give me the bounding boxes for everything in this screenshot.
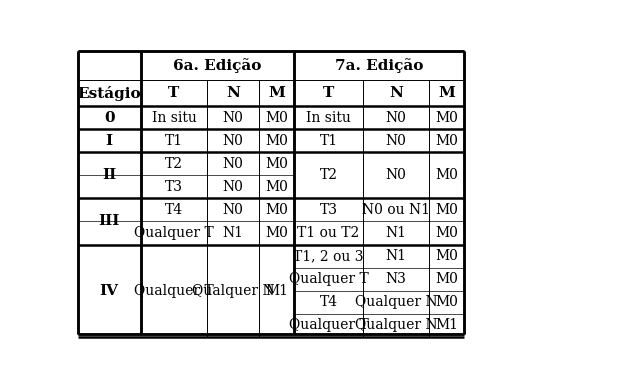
- Text: M0: M0: [265, 226, 288, 240]
- Text: Qualquer T: Qualquer T: [134, 226, 214, 240]
- Text: T: T: [323, 86, 334, 100]
- Text: T4: T4: [320, 295, 338, 309]
- Text: Qualquer T: Qualquer T: [134, 283, 214, 298]
- Text: M0: M0: [435, 111, 458, 125]
- Text: Qualquer T: Qualquer T: [288, 272, 368, 286]
- Text: M0: M0: [435, 272, 458, 286]
- Text: Qualquer N: Qualquer N: [354, 318, 437, 332]
- Text: N0: N0: [386, 111, 406, 125]
- Text: M0: M0: [435, 249, 458, 263]
- Text: T3: T3: [165, 180, 183, 194]
- Text: N1: N1: [386, 226, 407, 240]
- Text: M0: M0: [265, 157, 288, 171]
- Text: In situ: In situ: [306, 111, 351, 125]
- Text: M0: M0: [265, 203, 288, 217]
- Text: T1: T1: [320, 134, 338, 148]
- Text: N1: N1: [386, 249, 407, 263]
- Text: T: T: [168, 86, 179, 100]
- Text: N: N: [389, 86, 403, 100]
- Text: T2: T2: [320, 168, 338, 182]
- Text: N0: N0: [222, 134, 244, 148]
- Text: M0: M0: [435, 168, 458, 182]
- Text: T1, 2 ou 3: T1, 2 ou 3: [293, 249, 364, 263]
- Text: T1 ou T2: T1 ou T2: [297, 226, 359, 240]
- Text: N1: N1: [222, 226, 244, 240]
- Text: II: II: [102, 168, 117, 182]
- Text: 0: 0: [104, 111, 115, 125]
- Text: N0: N0: [222, 203, 244, 217]
- Text: M0: M0: [265, 134, 288, 148]
- Text: T2: T2: [165, 157, 183, 171]
- Text: T1: T1: [165, 134, 183, 148]
- Text: 7a. Edição: 7a. Edição: [335, 58, 424, 74]
- Text: Qualquer T: Qualquer T: [288, 318, 368, 332]
- Text: M: M: [439, 86, 455, 100]
- Text: M1: M1: [265, 283, 288, 298]
- Text: I: I: [106, 134, 113, 148]
- Text: N0 ou N1: N0 ou N1: [362, 203, 430, 217]
- Text: N0: N0: [222, 157, 244, 171]
- Text: IV: IV: [100, 283, 119, 298]
- Text: N0: N0: [386, 134, 406, 148]
- Text: T4: T4: [165, 203, 183, 217]
- Text: N0: N0: [386, 168, 406, 182]
- Text: M0: M0: [435, 134, 458, 148]
- Text: M0: M0: [435, 203, 458, 217]
- Text: In situ: In situ: [151, 111, 196, 125]
- Text: N: N: [226, 86, 240, 100]
- Text: Qualquer N: Qualquer N: [192, 283, 274, 298]
- Text: M: M: [268, 86, 285, 100]
- Text: III: III: [98, 215, 120, 229]
- Text: 6a. Edição: 6a. Edição: [173, 58, 262, 74]
- Text: Estágio: Estágio: [77, 86, 141, 101]
- Text: Qualquer N: Qualquer N: [354, 295, 437, 309]
- Text: N3: N3: [386, 272, 406, 286]
- Text: N0: N0: [222, 180, 244, 194]
- Text: M0: M0: [435, 295, 458, 309]
- Text: M0: M0: [435, 226, 458, 240]
- Text: M0: M0: [265, 111, 288, 125]
- Text: T3: T3: [320, 203, 338, 217]
- Text: N0: N0: [222, 111, 244, 125]
- Text: M1: M1: [435, 318, 459, 332]
- Text: M0: M0: [265, 180, 288, 194]
